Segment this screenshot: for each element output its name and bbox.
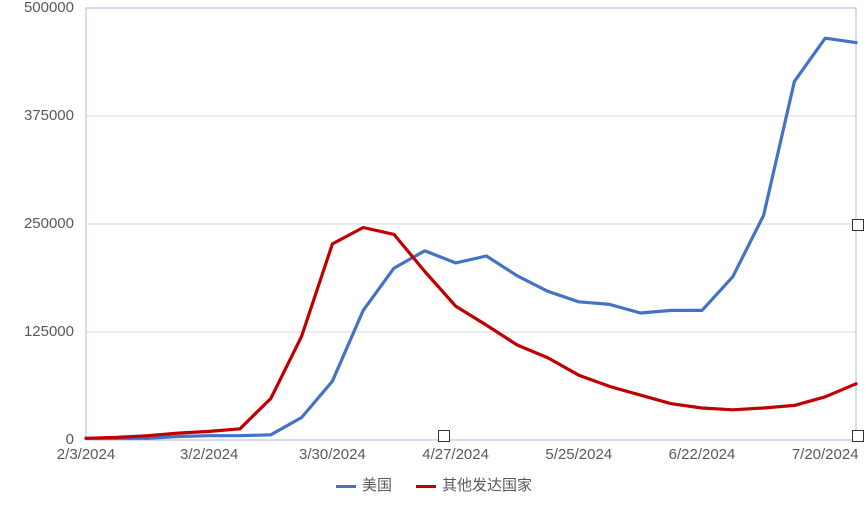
chart-svg (0, 0, 868, 506)
legend-item-usa: 美国 (336, 474, 392, 495)
x-tick-label: 2/3/2024 (57, 446, 115, 463)
legend-label-usa: 美国 (362, 477, 392, 494)
x-tick-label: 7/20/2024 (792, 446, 859, 463)
legend-item-other: 其他发达国家 (416, 474, 532, 495)
x-tick-label: 5/25/2024 (545, 446, 612, 463)
x-tick-label: 6/22/2024 (669, 446, 736, 463)
chart-container: { "chart": { "type": "line", "width": 86… (0, 0, 868, 506)
legend-swatch-other (416, 485, 436, 488)
y-tick-label: 500000 (0, 0, 74, 16)
x-tick-label: 4/27/2024 (422, 446, 489, 463)
x-tick-label: 3/2/2024 (180, 446, 238, 463)
artifact-box-2 (852, 219, 864, 231)
y-tick-label: 250000 (0, 215, 74, 232)
legend-swatch-usa (336, 485, 356, 488)
legend: 美国 其他发达国家 (0, 474, 868, 495)
artifact-box-1 (438, 430, 450, 442)
legend-label-other: 其他发达国家 (442, 477, 532, 494)
artifact-box-3 (852, 430, 864, 442)
x-tick-label: 3/30/2024 (299, 446, 366, 463)
y-tick-label: 375000 (0, 107, 74, 124)
y-tick-label: 125000 (0, 323, 74, 340)
